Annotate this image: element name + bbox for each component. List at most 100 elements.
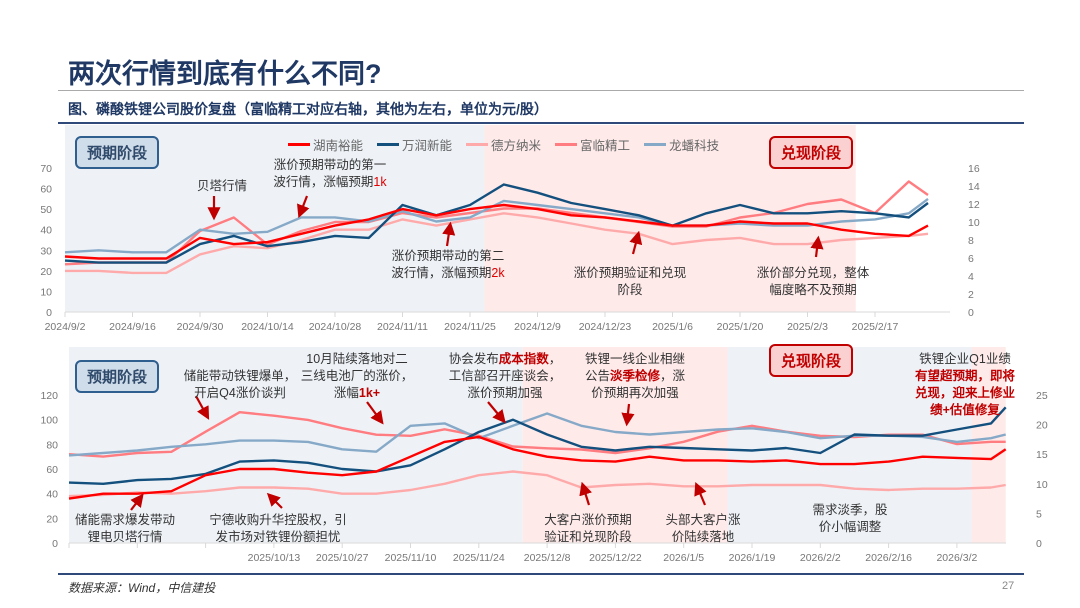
- phase-badge-realize: 兑现阶段: [769, 344, 854, 377]
- annotation-text: 铁锂企业Q1业绩: [919, 352, 1011, 366]
- x-tick-label: 2026/3/2: [936, 552, 977, 564]
- legend-label: 万润新能: [402, 139, 453, 153]
- x-tick-label: 2024/10/28: [309, 321, 362, 333]
- y-right-tick-label: 8: [968, 235, 974, 247]
- annotation-text: 铁锂一线企业相继: [584, 352, 686, 366]
- x-tick-label: 2026/2/16: [865, 552, 912, 564]
- chart-annotation: 储能带动铁锂爆单， 开启Q4涨价谈判: [184, 368, 297, 402]
- annotation-text: 锂电贝塔行情: [87, 530, 163, 544]
- phase-badge-expect: 预期阶段: [75, 360, 160, 393]
- chart-annotation: 10月陆续落地对二 三线电池厂的涨价， 涨幅1k+: [301, 351, 414, 402]
- series-line-湖南裕能: [64, 203, 929, 260]
- page-number: 27: [1002, 580, 1015, 592]
- chart-annotation: 涨价预期带动的第一 波行情，涨幅预期1k: [273, 157, 386, 191]
- y-left-tick-label: 10: [40, 286, 52, 298]
- annotation-text: 价陆续落地: [671, 530, 735, 544]
- x-tick-label: 2024/11/25: [444, 321, 496, 333]
- annotation-text: 开启Q4涨价谈判: [194, 386, 286, 400]
- annotation-text: 涨价部分兑现，整体: [756, 266, 870, 280]
- y-right-tick-label: 4: [968, 271, 974, 283]
- chart-annotation: 需求淡季，股 价小幅调整: [812, 502, 887, 536]
- phase-band: [727, 347, 972, 543]
- y-left-tick-label: 50: [40, 204, 52, 216]
- annotation-text: 淡季检修: [609, 369, 661, 383]
- chart-legend: 湖南裕能 万润新能 德方纳米 富临精工 龙蟠科技: [288, 135, 719, 154]
- x-tick-label: 2024/11/11: [377, 321, 428, 333]
- annotation-arrow-icon: [629, 230, 643, 255]
- legend-swatch: [555, 143, 578, 146]
- y-right-tick-label: 6: [968, 253, 974, 265]
- phase-band: [522, 347, 728, 543]
- y-right-tick-label: 15: [1036, 449, 1048, 461]
- x-tick-label: 2024/12/9: [514, 321, 561, 333]
- annotation-text: 价预期再次加强: [591, 386, 679, 400]
- chart-annotation: 头部大客户涨 价陆续落地: [665, 512, 740, 546]
- y-left-tick-label: 100: [40, 415, 58, 427]
- annotation-text: 10月陆续落地对二: [306, 352, 408, 366]
- y-left-tick-label: 30: [40, 245, 52, 257]
- annotation-arrow-icon: [579, 481, 592, 506]
- divider: [58, 90, 1024, 91]
- legend-swatch: [377, 143, 400, 146]
- annotation-text: 涨幅: [333, 386, 359, 400]
- annotation-arrow-icon: [621, 403, 635, 427]
- series-line-富临精工: [64, 180, 929, 266]
- annotation-text: 1k: [373, 175, 387, 189]
- legend-item: 德方纳米: [466, 135, 541, 154]
- annotation-text: 公告: [584, 369, 610, 383]
- annotation-text: 2k: [491, 266, 505, 280]
- phase-band: [971, 347, 1006, 543]
- annotation-text: 储能带动铁锂爆单，: [183, 369, 297, 383]
- annotation-arrow-icon: [694, 481, 707, 506]
- x-tick-label: 2025/12/8: [524, 552, 571, 564]
- x-tick-label: 2025/11/10: [385, 552, 437, 564]
- y-right-tick-label: 10: [968, 217, 980, 229]
- y-right-tick-label: 0: [1036, 538, 1042, 550]
- annotation-text: 三线电池厂的涨价，: [300, 369, 414, 383]
- y-left-tick-label: 60: [46, 464, 58, 476]
- annotation-text: 发市场对铁锂份额担忧: [215, 530, 341, 544]
- x-tick-label: 2024/9/2: [45, 321, 86, 333]
- legend-label: 富临精工: [580, 139, 631, 153]
- legend-label: 德方纳米: [491, 139, 542, 153]
- x-tick-label: 2025/10/27: [316, 552, 369, 564]
- annotation-arrow-icon: [266, 492, 283, 509]
- chart-annotation: 涨价预期验证和兑现 阶段: [574, 265, 687, 299]
- annotation-text: 幅度略不及预期: [769, 283, 857, 297]
- annotation-text: 兑现，迎来上修业: [914, 386, 1016, 400]
- y-right-tick-label: 10: [1036, 479, 1048, 491]
- chart-1: 2024/9/2 2024/9/16 2024/9/30 2024/10/14 2024…: [40, 125, 980, 333]
- y-left-tick-label: 60: [40, 184, 52, 196]
- chart-2: 2025/10/13 2025/10/27 2025/11/10 2025/11/24…: [40, 347, 1048, 564]
- phase-badge-expect: 预期阶段: [75, 136, 160, 169]
- series-line-龙蟠科技: [64, 197, 929, 254]
- y-left-tick-label: 20: [40, 266, 52, 278]
- annotation-text: 涨价预期加强: [467, 386, 543, 400]
- y-right-tick-label: 2: [968, 289, 974, 301]
- annotation-text: 1k+: [358, 386, 381, 400]
- y-left-tick-label: 120: [40, 390, 58, 402]
- annotation-text: 阶段: [617, 283, 643, 297]
- data-source: 数据来源：Wind，中信建投: [68, 581, 216, 595]
- x-tick-label: 2026/2/2: [800, 552, 841, 564]
- chart-annotation: 涨价部分兑现，整体 幅度略不及预期: [757, 265, 870, 299]
- y-right-tick-label: 20: [1036, 420, 1048, 432]
- series-line-德方纳米: [68, 470, 1006, 498]
- annotation-text: 涨价预期验证和兑现: [573, 266, 687, 280]
- chart-annotation: 协会发布成本指数， 工信部召开座谈会， 涨价预期加强: [449, 351, 562, 402]
- x-tick-label: 2025/1/20: [717, 321, 764, 333]
- legend-swatch: [288, 143, 310, 146]
- annotation-text: 协会发布: [448, 352, 499, 366]
- annotation-arrow-icon: [810, 235, 824, 258]
- page-title: 两次行情到底有什么不同?: [68, 59, 382, 89]
- x-tick-label: 2025/2/17: [852, 321, 899, 333]
- x-tick-label: 2025/2/3: [787, 321, 828, 333]
- x-tick-label: 2025/1/6: [652, 321, 693, 333]
- y-left-tick-label: 40: [40, 225, 52, 237]
- chart-annotation: 涨价预期带动的第二 波行情，涨幅预期2k: [391, 248, 504, 282]
- x-tick-label: 2025/10/13: [248, 552, 301, 564]
- annotation-text: 验证和兑现阶段: [544, 530, 632, 544]
- chart-annotation: 铁锂一线企业相继 公告淡季检修，涨 价预期再次加强: [585, 351, 685, 402]
- legend-label: 湖南裕能: [313, 139, 364, 153]
- annotation-text: 需求淡季，股: [812, 503, 888, 517]
